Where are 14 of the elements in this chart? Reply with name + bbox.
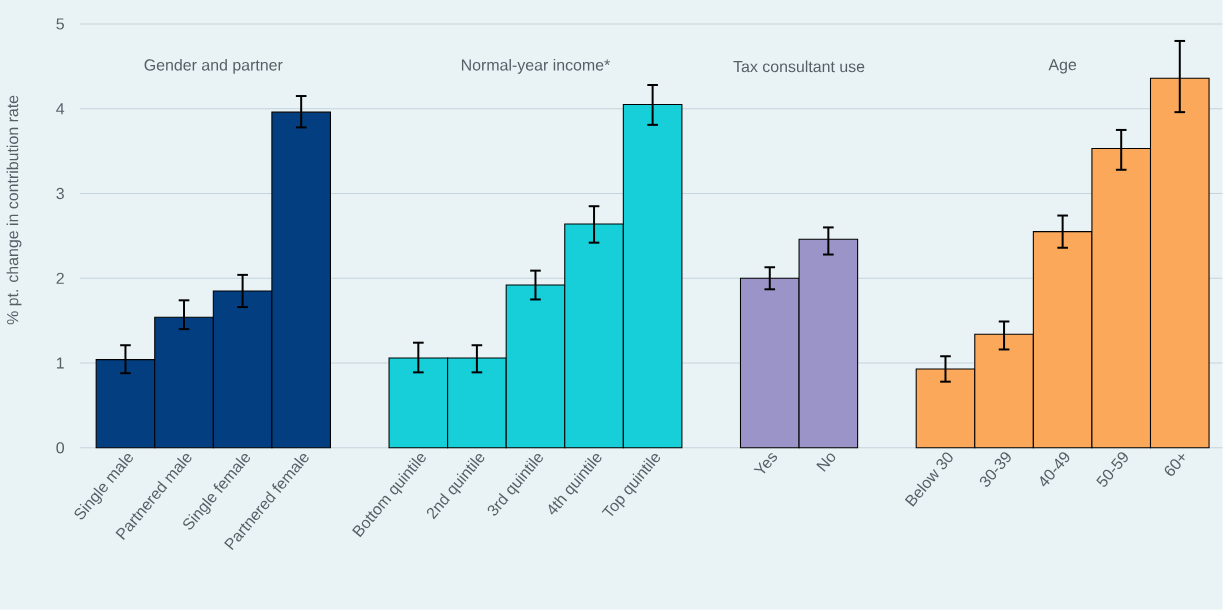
annotation: Normal-year income* [461, 59, 611, 74]
y-tick-label: 4 [56, 103, 65, 115]
x-tick-label: 60+ [1164, 454, 1185, 476]
y-tick-label: 5 [56, 18, 64, 30]
annotation: Age [1048, 59, 1077, 74]
annotation: Tax consultant use [733, 60, 865, 73]
x-tick-label: No [816, 453, 836, 472]
y-axis-title: % pt. change in contribution rate [6, 95, 22, 325]
y-tick-label: 1 [56, 357, 64, 369]
y-tick-label: 3 [56, 188, 64, 200]
y-tick-label: 2 [56, 272, 64, 284]
x-tick-label: Yes [753, 453, 778, 474]
annotation: Gender and partner [144, 59, 283, 74]
y-tick-label: 0 [56, 442, 65, 454]
